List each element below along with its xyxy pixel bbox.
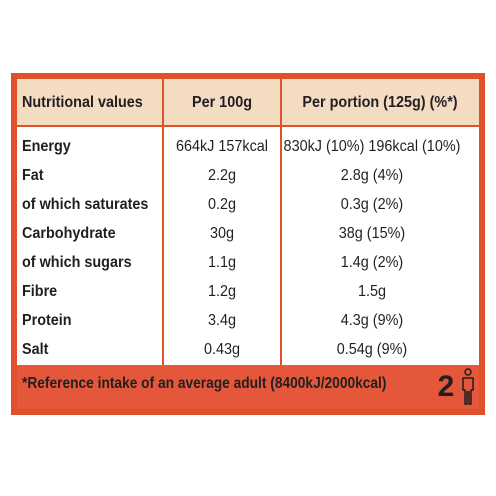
table-body: Energy 664kJ 157kcal 830kJ (10%) 196kcal (… (22, 138, 460, 359)
column-header: Per 100g (192, 94, 252, 112)
footer-band (17, 365, 479, 409)
per-100g: 1.2g (208, 283, 236, 301)
nutrient-name: Fat (22, 167, 44, 185)
per-portion: 1.5g (358, 283, 386, 301)
column-header: Per portion (125g) (%*) (302, 94, 457, 112)
nutrient-name: Carbohydrate (22, 225, 116, 243)
per-portion: 1.4g (2%) (341, 254, 403, 272)
per-100g: 0.43g (204, 341, 240, 359)
per-portion: 2.8g (4%) (341, 167, 403, 185)
table-border (11, 73, 485, 415)
nutrient-name: Salt (22, 341, 48, 359)
nutrient-name: of which sugars (22, 254, 132, 272)
per-100g: 30g (210, 225, 234, 243)
nutrient-name: Energy (22, 138, 71, 156)
per-100g: 664kJ 157kcal (176, 138, 268, 156)
per-100g: 0.2g (208, 196, 236, 214)
nutrient-name: Protein (22, 312, 72, 330)
nutrient-name: Fibre (22, 283, 57, 301)
per-portion: 38g (15%) (339, 225, 405, 243)
per-portion: 830kJ (10%) 196kcal (10%) (284, 138, 461, 156)
per-100g: 3.4g (208, 312, 236, 330)
header-band (17, 79, 479, 126)
per-portion: 0.54g (9%) (337, 341, 407, 359)
per-portion: 0.3g (2%) (341, 196, 403, 214)
portion-badge: 2 (438, 370, 455, 403)
person-icon (462, 368, 474, 405)
nutrient-name: of which saturates (22, 196, 148, 214)
per-portion: 4.3g (9%) (341, 312, 403, 330)
per-100g: 1.1g (208, 254, 236, 272)
footnote: *Reference intake of an average adult (8… (22, 374, 386, 392)
column-header: Nutritional values (22, 94, 143, 112)
per-100g: 2.2g (208, 167, 236, 185)
